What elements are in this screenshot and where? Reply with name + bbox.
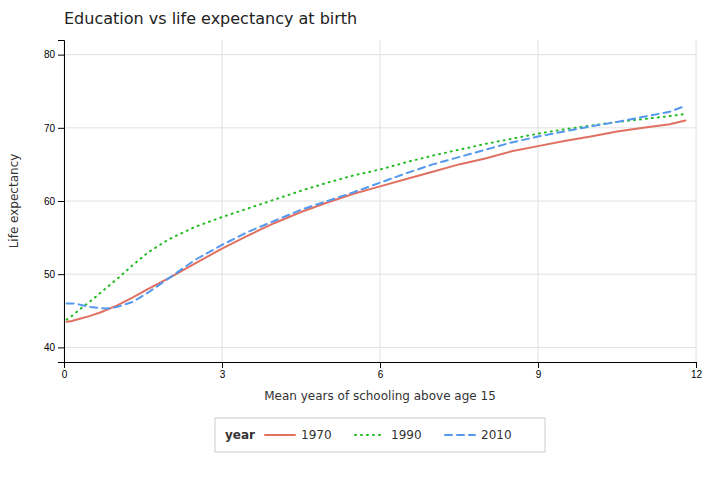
- tick-x: 0: [62, 362, 68, 380]
- tick-x: 9: [536, 362, 542, 380]
- tick-mark-x: [538, 362, 539, 368]
- x-axis-title: Mean years of schooling above age 15: [264, 389, 496, 403]
- tick-mark-y: [58, 201, 64, 202]
- tick-mark-y: [58, 274, 64, 275]
- tick-label-y: 80: [44, 49, 56, 60]
- tick-label-x: 0: [62, 369, 68, 380]
- tick-label-y: 70: [44, 123, 56, 134]
- tick-x: 6: [378, 362, 384, 380]
- tick-mark-y: [58, 55, 64, 56]
- tick-mark-y: [58, 347, 64, 348]
- tick-label-y: 60: [44, 196, 56, 207]
- axis-line-x: [65, 363, 697, 369]
- tick-label-x: 9: [536, 369, 542, 380]
- tick-label-x: 6: [378, 369, 384, 380]
- grid-line-y: [64, 201, 696, 202]
- y-axis-title: Life expectancy: [7, 154, 21, 249]
- tick-mark-x: [696, 362, 697, 368]
- tick-y: 80: [44, 49, 64, 60]
- legend-swatch: [445, 434, 475, 436]
- axis-x: 0 3 6 9 12: [62, 362, 703, 380]
- grid-line-y: [64, 347, 696, 348]
- tick-label-x: 3: [220, 369, 226, 380]
- tick-mark-y: [58, 128, 64, 129]
- grid-line-y: [64, 54, 696, 55]
- legend-label: 1970: [301, 428, 332, 442]
- tick-x: 3: [220, 362, 226, 380]
- legend: year 1970 1990 2010: [215, 418, 545, 452]
- legend-item: 1990: [355, 428, 422, 442]
- series-line: [67, 114, 686, 320]
- legend-swatch: [265, 434, 295, 436]
- grid-line-y: [64, 127, 696, 128]
- chart: 0 3 6 9 12 40 50 60 70 80 Education vs life expect…: [0, 0, 720, 482]
- tick-y: 50: [44, 269, 64, 280]
- legend-box: [215, 418, 545, 452]
- tick-x: 12: [691, 362, 703, 380]
- tick-label-y: 50: [44, 269, 56, 280]
- tick-y: 60: [44, 196, 64, 207]
- series-line: [67, 106, 686, 309]
- tick-mark-x: [380, 362, 381, 368]
- legend-swatch: [355, 434, 385, 436]
- lines: [67, 106, 686, 322]
- tick-label-y: 40: [44, 342, 56, 353]
- plot: 0 3 6 9 12 40 50 60 70 80: [44, 40, 703, 380]
- grid: [64, 40, 696, 362]
- axis-y: 40 50 60 70 80: [44, 41, 65, 363]
- grid-line-y: [64, 274, 696, 275]
- legend-label: 2010: [481, 428, 512, 442]
- legend-item: 1970: [265, 428, 332, 442]
- title: Education vs life expectancy at birth: [64, 9, 357, 28]
- tick-mark-x: [222, 362, 223, 368]
- tick-y: 70: [44, 123, 64, 134]
- tick-y: 40: [44, 342, 64, 353]
- tick-label-x: 12: [691, 369, 703, 380]
- series-line: [67, 121, 686, 322]
- legend-title: year: [225, 428, 255, 442]
- legend-label: 1990: [391, 428, 422, 442]
- axis-line-y: [58, 41, 65, 363]
- legend-item: 2010: [445, 428, 512, 442]
